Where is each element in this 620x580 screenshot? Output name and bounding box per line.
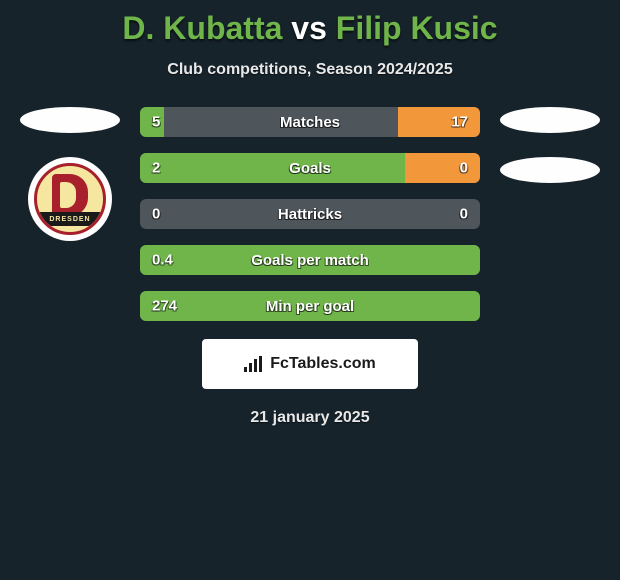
title-vs: vs bbox=[291, 10, 327, 46]
club-logo-left: DRESDEN bbox=[28, 157, 112, 241]
stat-value-right: 0 bbox=[460, 160, 468, 177]
club-logo-placeholder-right bbox=[500, 157, 600, 183]
title-player1: D. Kubatta bbox=[122, 10, 282, 46]
stat-label: Hattricks bbox=[278, 206, 342, 223]
left-column: DRESDEN bbox=[10, 107, 130, 321]
stat-row: 5 17 Matches bbox=[140, 107, 480, 137]
right-column bbox=[490, 107, 610, 321]
stat-value-left: 2 bbox=[152, 160, 160, 177]
stat-value-left: 274 bbox=[152, 298, 177, 315]
player-photo-placeholder-left bbox=[20, 107, 120, 133]
footer-date: 21 january 2025 bbox=[0, 409, 620, 427]
stat-label: Goals per match bbox=[251, 252, 369, 269]
club-logo-letter-icon bbox=[52, 174, 88, 216]
comparison-title: D. Kubatta vs Filip Kusic bbox=[0, 0, 620, 47]
stat-label: Matches bbox=[280, 114, 340, 131]
stat-value-left: 0 bbox=[152, 206, 160, 223]
comparison-content: DRESDEN 5 17 Matches 2 0 Goals 0 0 Hattricks 0.4 G… bbox=[0, 107, 620, 321]
player-photo-placeholder-right bbox=[500, 107, 600, 133]
brand-box: FcTables.com bbox=[202, 339, 418, 389]
title-player2: Filip Kusic bbox=[336, 10, 498, 46]
stat-value-right: 0 bbox=[460, 206, 468, 223]
stat-bar-right bbox=[405, 153, 480, 183]
stat-label: Min per goal bbox=[266, 298, 354, 315]
stat-row: 0.4 Goals per match bbox=[140, 245, 480, 275]
stat-row: 2 0 Goals bbox=[140, 153, 480, 183]
comparison-subtitle: Club competitions, Season 2024/2025 bbox=[0, 61, 620, 79]
bar-chart-icon bbox=[244, 356, 264, 372]
stat-value-left: 0.4 bbox=[152, 252, 173, 269]
stat-value-left: 5 bbox=[152, 114, 160, 131]
stat-row: 0 0 Hattricks bbox=[140, 199, 480, 229]
stat-bar-left bbox=[140, 153, 405, 183]
stat-label: Goals bbox=[289, 160, 331, 177]
stat-value-right: 17 bbox=[451, 114, 468, 131]
brand-text: FcTables.com bbox=[270, 355, 376, 373]
stat-row: 274 Min per goal bbox=[140, 291, 480, 321]
club-logo-band: DRESDEN bbox=[37, 212, 103, 226]
club-logo-left-inner: DRESDEN bbox=[34, 163, 106, 235]
stats-bars: 5 17 Matches 2 0 Goals 0 0 Hattricks 0.4 Goals per… bbox=[140, 107, 480, 321]
